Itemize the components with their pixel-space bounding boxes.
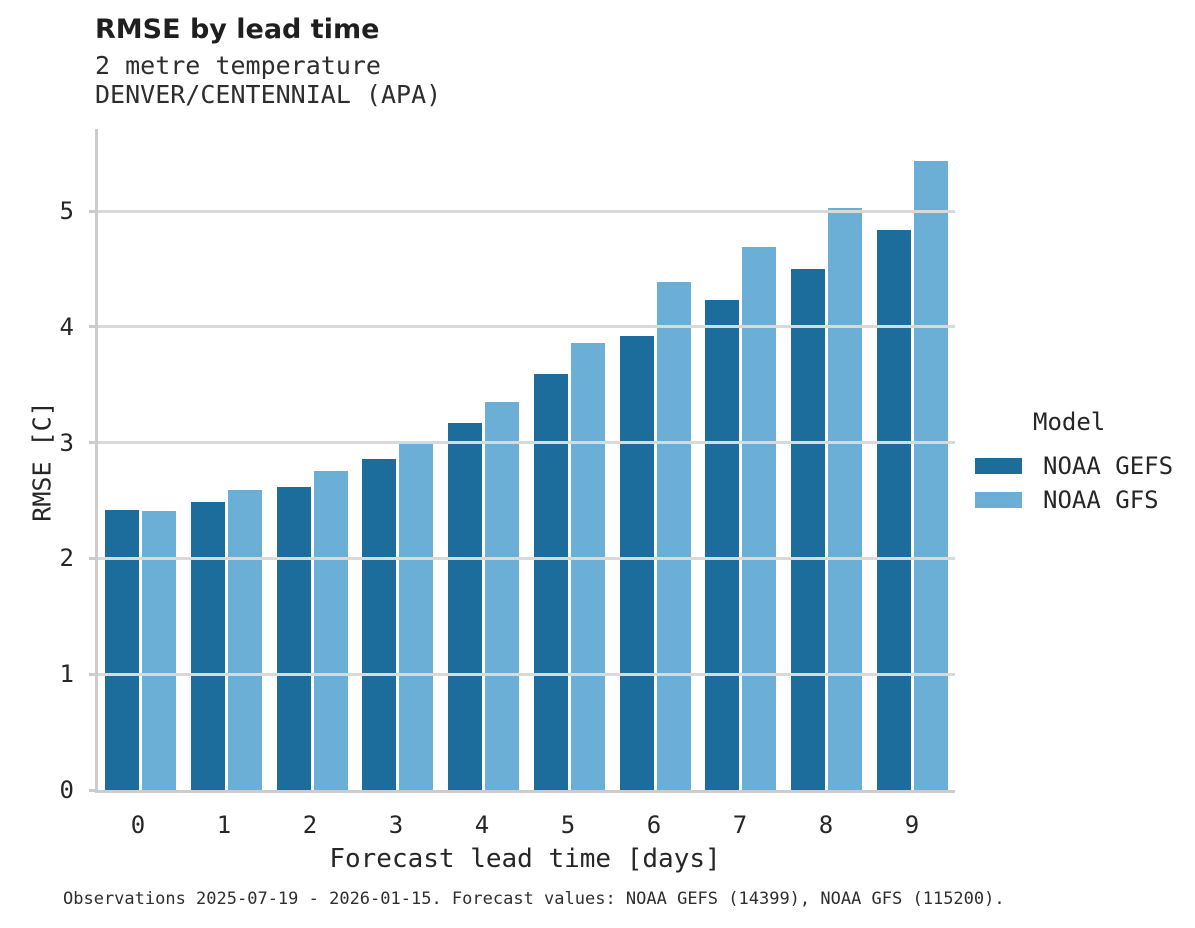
legend-entry-noaa-gefs: NOAA GEFS	[975, 451, 1195, 481]
legend-title: Model	[1033, 408, 1106, 436]
bar-noaa-gefs-day-0	[105, 509, 140, 790]
legend-swatch-noaa-gefs	[975, 458, 1022, 474]
y-tick-label-4: 4	[59, 312, 74, 341]
legend-swatch-noaa-gfs	[975, 492, 1022, 508]
legend: Model NOAA GEFS NOAA GFS	[975, 407, 1195, 515]
bar-noaa-gfs-day-8	[827, 207, 862, 790]
bar-group-day-0	[98, 129, 184, 790]
bar-group-day-5	[527, 129, 613, 790]
bar-group-day-3	[355, 129, 441, 790]
bar-group-day-7	[698, 129, 784, 790]
bar-group-day-4	[441, 129, 527, 790]
bar-noaa-gfs-day-7	[742, 247, 777, 790]
y-tick-mark-2	[89, 556, 95, 560]
gridline-y-5	[98, 209, 955, 213]
legend-entry-noaa-gfs: NOAA GFS	[975, 485, 1195, 515]
x-tick-label-8: 8	[818, 811, 834, 839]
y-tick-mark-4	[89, 325, 95, 329]
y-tick-label-5: 5	[59, 197, 74, 226]
bar-noaa-gfs-day-4	[485, 402, 520, 790]
x-tick-label-3: 3	[388, 811, 404, 839]
y-axis-tick-labels: 0 1 2 3 4 5	[0, 129, 74, 804]
x-axis-tick-labels: 0 1 2 3 4 5 6 7 8 9	[95, 810, 955, 840]
bar-noaa-gefs-day-5	[533, 374, 568, 790]
bar-noaa-gfs-day-5	[570, 343, 605, 790]
x-tick-label-7: 7	[732, 811, 748, 839]
x-tick-label-4: 4	[474, 811, 490, 839]
bar-noaa-gefs-day-4	[448, 423, 483, 790]
bar-noaa-gfs-day-9	[913, 161, 948, 790]
legend-label-noaa-gefs: NOAA GEFS	[1043, 452, 1174, 480]
x-tick-label-9: 9	[904, 811, 920, 839]
y-tick-mark-3	[89, 441, 95, 445]
bar-group-day-2	[269, 129, 355, 790]
y-tick-label-3: 3	[59, 428, 74, 457]
bar-noaa-gefs-day-7	[705, 300, 740, 790]
gridline-y-1	[98, 672, 955, 676]
bar-noaa-gefs-day-6	[619, 336, 654, 790]
x-tick-label-0: 0	[130, 811, 146, 839]
x-tick-label-6: 6	[646, 811, 662, 839]
gridline-y-4	[98, 325, 955, 329]
bar-group-day-9	[869, 129, 955, 790]
legend-label-noaa-gfs: NOAA GFS	[1043, 486, 1159, 514]
bars-container	[98, 129, 955, 790]
x-tick-label-2: 2	[302, 811, 318, 839]
bar-group-day-6	[612, 129, 698, 790]
chart-title: RMSE by lead time	[95, 14, 380, 45]
gridline-y-2	[98, 556, 955, 560]
y-tick-label-1: 1	[59, 660, 74, 689]
y-tick-label-0: 0	[59, 776, 74, 804]
bar-noaa-gefs-day-3	[362, 458, 397, 790]
bar-noaa-gefs-day-8	[790, 269, 825, 790]
chart-subtitle: 2 metre temperature	[95, 51, 381, 80]
bar-group-day-1	[184, 129, 270, 790]
bar-noaa-gfs-day-6	[656, 281, 691, 790]
gridline-y-3	[98, 441, 955, 445]
bar-noaa-gfs-day-2	[313, 470, 348, 790]
x-tick-label-1: 1	[216, 811, 232, 839]
y-tick-mark-5	[89, 209, 95, 213]
bar-noaa-gfs-day-3	[399, 442, 434, 790]
bar-group-day-8	[784, 129, 870, 790]
y-tick-mark-0	[89, 788, 95, 792]
bar-noaa-gefs-day-1	[191, 501, 226, 790]
caption: Observations 2025-07-19 - 2026-01-15. Fo…	[63, 889, 1005, 909]
bar-noaa-gefs-day-2	[276, 486, 311, 790]
chart-station-name: DENVER/CENTENNIAL (APA)	[95, 80, 442, 109]
bar-noaa-gefs-day-9	[876, 229, 911, 790]
bar-noaa-gfs-day-1	[228, 490, 263, 790]
plot-area	[89, 129, 955, 793]
x-tick-label-5: 5	[560, 811, 576, 839]
y-tick-mark-1	[89, 672, 95, 676]
x-axis-label: Forecast lead time [days]	[329, 844, 721, 874]
y-tick-label-2: 2	[59, 544, 74, 573]
bar-noaa-gfs-day-0	[142, 511, 177, 790]
